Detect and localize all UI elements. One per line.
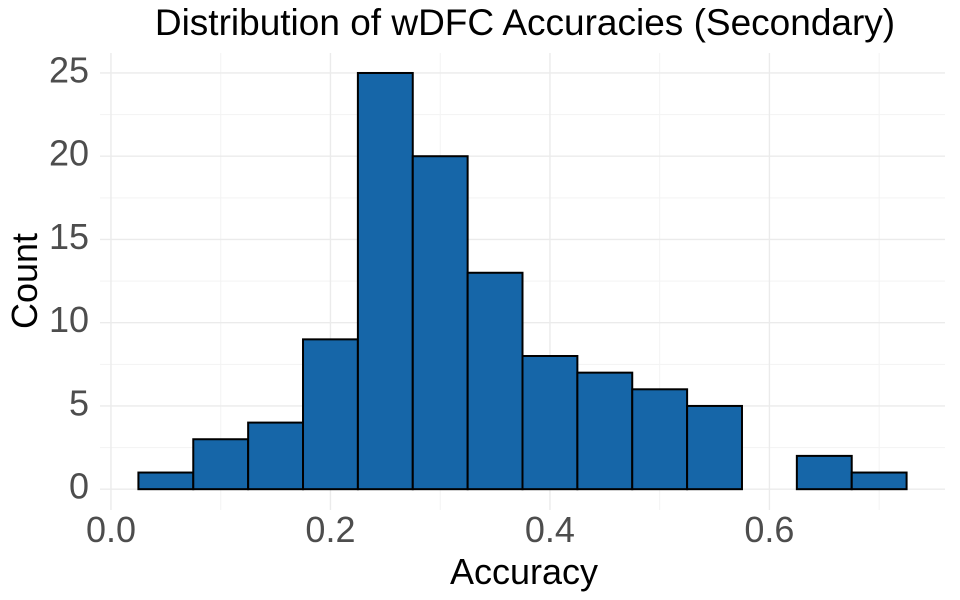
chart-title: Distribution of wDFC Accuracies (Seconda… bbox=[155, 2, 895, 43]
y-tick-label-2: 10 bbox=[49, 299, 89, 340]
histogram-bar-5 bbox=[411, 155, 469, 491]
histogram-bar-10 bbox=[686, 404, 743, 491]
x-tick-label-2: 0.4 bbox=[525, 509, 575, 550]
histogram-bar-13 bbox=[850, 471, 908, 491]
bars-layer bbox=[137, 71, 908, 491]
histogram-bar-2 bbox=[247, 421, 305, 491]
histogram-bar-1 bbox=[192, 438, 250, 491]
y-tick-label-4: 20 bbox=[49, 133, 89, 174]
y-tick-labels: 0 5 10 15 20 25 bbox=[49, 49, 89, 506]
histogram-bar-6 bbox=[466, 271, 524, 491]
histogram-bar-4 bbox=[356, 71, 414, 491]
histogram-bar-3 bbox=[302, 338, 359, 491]
x-tick-labels: 0.0 0.2 0.4 0.6 bbox=[86, 509, 794, 550]
x-tick-label-1: 0.2 bbox=[305, 509, 355, 550]
y-tick-label-3: 15 bbox=[49, 216, 89, 257]
y-tick-label-1: 5 bbox=[69, 382, 89, 423]
histogram-bar-8 bbox=[576, 371, 634, 491]
y-tick-label-0: 0 bbox=[69, 466, 89, 507]
x-tick-label-3: 0.6 bbox=[744, 509, 794, 550]
y-tick-label-5: 25 bbox=[49, 49, 89, 90]
histogram-bar-7 bbox=[521, 355, 579, 491]
histogram-bar-12 bbox=[795, 454, 853, 491]
y-axis-title: Count bbox=[4, 233, 45, 329]
histogram-bar-0 bbox=[137, 471, 195, 491]
x-axis-title: Accuracy bbox=[450, 551, 598, 592]
histogram-bar-9 bbox=[631, 388, 689, 491]
x-tick-label-0: 0.0 bbox=[86, 509, 136, 550]
